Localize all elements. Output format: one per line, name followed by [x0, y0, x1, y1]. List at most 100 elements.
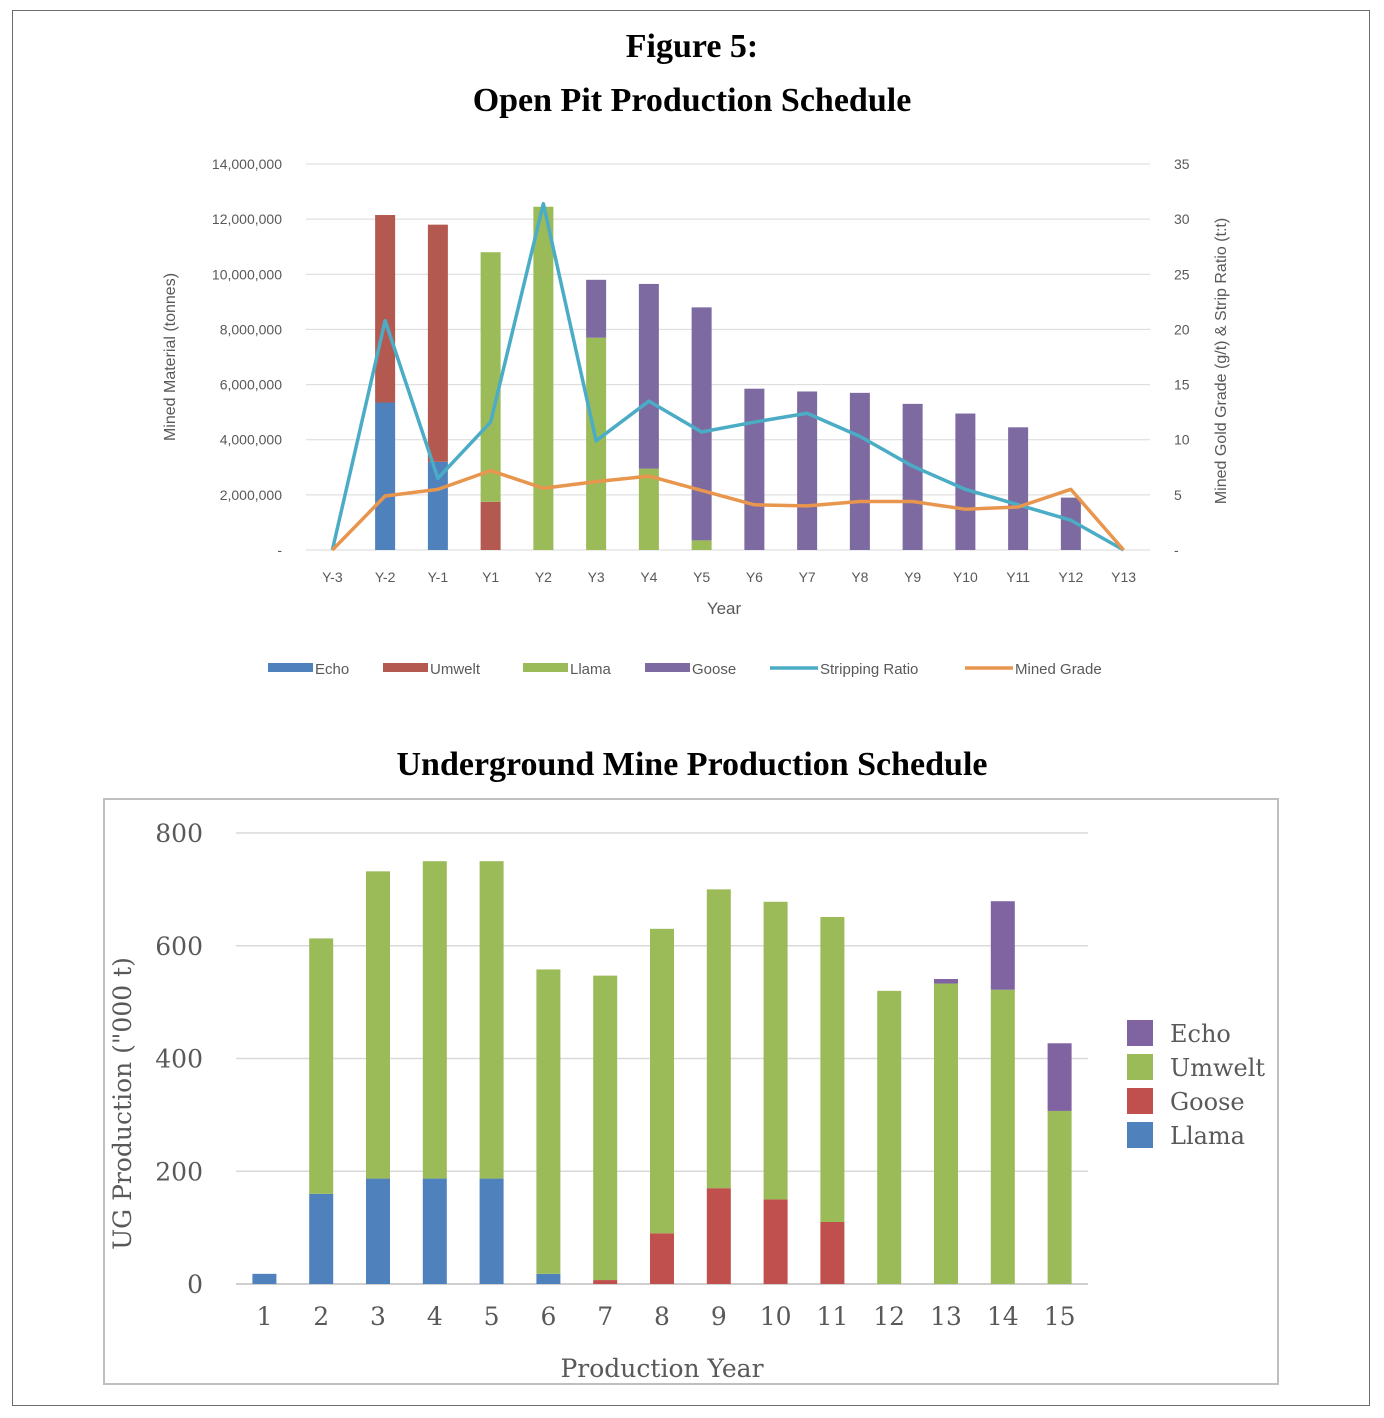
bar-goose [763, 1199, 788, 1284]
y-tick-label: 400 [155, 1045, 203, 1074]
x-tick-label: Y13 [1111, 569, 1136, 585]
x-tick-label: Y10 [953, 569, 978, 585]
x-tick-label: 9 [711, 1302, 727, 1331]
bar-goose [820, 1221, 845, 1284]
bar-umwelt [763, 901, 788, 1200]
bar-umwelt [375, 215, 396, 403]
bar-llama [691, 540, 712, 550]
legend-swatch [268, 663, 313, 672]
legend-label: Echo [315, 661, 349, 678]
chart-border [103, 798, 1279, 1385]
legend-label: Goose [1170, 1088, 1245, 1116]
x-tick-label: 10 [760, 1302, 792, 1331]
legend-swatch [1127, 1122, 1153, 1148]
x-tick-label: Y-2 [375, 569, 396, 585]
y-tick-label: 800 [155, 819, 203, 848]
x-tick-label: Y2 [535, 569, 552, 585]
bar-llama [366, 1178, 390, 1284]
x-axis-title: Year [707, 599, 742, 618]
figure-frame [12, 10, 1370, 1406]
bar-umwelt [593, 975, 618, 1281]
x-tick-label: 7 [597, 1302, 613, 1331]
legend-label: Echo [1170, 1020, 1231, 1048]
bar-llama [638, 468, 659, 550]
legend-swatch [1127, 1054, 1153, 1080]
y-tick-label: 0 [187, 1270, 203, 1299]
x-tick-label: 6 [540, 1302, 556, 1331]
x-tick-label: 4 [427, 1302, 443, 1331]
figure-label: Figure 5: [625, 28, 759, 65]
bar-goose [650, 1233, 674, 1284]
bar-llama [533, 206, 554, 550]
y2-tick-label: 5 [1174, 487, 1182, 503]
bar-llama [536, 1273, 561, 1284]
bar-echo [375, 402, 396, 550]
y-tick-label: 14,000,000 [212, 156, 282, 172]
line-stripping-ratio [330, 201, 1125, 552]
bar-goose [744, 388, 765, 550]
bar-echo [1047, 1043, 1072, 1111]
bar-umwelt [1047, 1110, 1072, 1284]
x-tick-label: Y12 [1058, 569, 1083, 585]
x-tick-label: 13 [930, 1302, 962, 1331]
x-tick-label: 2 [313, 1302, 329, 1331]
bar-umwelt [990, 989, 1015, 1284]
x-tick-label: Y4 [640, 569, 657, 585]
y2-tick-label: 15 [1174, 377, 1190, 393]
x-tick-label: Y1 [482, 569, 499, 585]
y2-tick-label: 30 [1174, 211, 1190, 227]
x-tick-label: Y-1 [428, 569, 449, 585]
x-tick-label: Y8 [851, 569, 868, 585]
underground-chart-title: Underground Mine Production Schedule [396, 746, 988, 783]
bar-umwelt [706, 889, 731, 1189]
bar-llama [479, 1178, 504, 1284]
legend-label: Mined Grade [1015, 661, 1102, 678]
y-axis-title: UG Production ("000 t) [108, 957, 137, 1250]
y2-axis-title: Mined Gold Grade (g/t) & Strip Ratio (t:… [1213, 218, 1230, 504]
y-axis-title: Mined Material (tonnes) [162, 273, 179, 441]
x-tick-label: Y11 [1006, 569, 1030, 585]
bar-umwelt [650, 928, 674, 1234]
bar-goose [902, 403, 923, 550]
bar-umwelt [480, 501, 501, 550]
x-tick-label: Y6 [746, 569, 763, 585]
x-tick-label: 8 [654, 1302, 670, 1331]
x-axis-title: Production Year [560, 1354, 763, 1383]
bar-echo [934, 979, 958, 984]
x-tick-label: Y5 [693, 569, 710, 585]
bar-llama [422, 1178, 447, 1284]
bar-goose [1008, 427, 1029, 550]
bar-goose [638, 283, 659, 469]
y-tick-label: 4,000,000 [220, 432, 282, 448]
bar-goose [593, 1280, 618, 1284]
bar-umwelt [309, 938, 334, 1194]
bar-llama [309, 1193, 334, 1284]
x-tick-label: Y3 [588, 569, 605, 585]
x-tick-label: 11 [816, 1302, 848, 1331]
legend-label: Llama [1170, 1122, 1245, 1150]
y-tick-label: 2,000,000 [220, 487, 282, 503]
bar-llama [586, 337, 607, 550]
legend-label: Llama [570, 661, 612, 678]
x-tick-label: Y7 [799, 569, 816, 585]
x-tick-label: 15 [1044, 1302, 1076, 1331]
x-tick-label: 12 [873, 1302, 905, 1331]
legend-swatch [645, 663, 690, 672]
legend-swatch [1127, 1020, 1153, 1046]
y-tick-label: 8,000,000 [220, 321, 282, 337]
x-tick-label: Y9 [904, 569, 921, 585]
y-tick-label: 600 [155, 932, 203, 961]
bar-goose [849, 392, 870, 550]
y-tick-label: 12,000,000 [212, 211, 282, 227]
y2-tick-label: 20 [1174, 321, 1190, 337]
line-mined-grade [331, 468, 1125, 552]
bar-goose [691, 307, 712, 541]
bar-umwelt [877, 990, 902, 1284]
bar-llama [252, 1273, 277, 1284]
bar-umwelt [934, 983, 958, 1284]
bar-llama [480, 252, 501, 502]
y2-tick-label: 25 [1174, 266, 1190, 282]
bar-goose [1060, 497, 1081, 550]
y-tick-label: - [277, 542, 282, 558]
bar-goose [706, 1188, 731, 1284]
